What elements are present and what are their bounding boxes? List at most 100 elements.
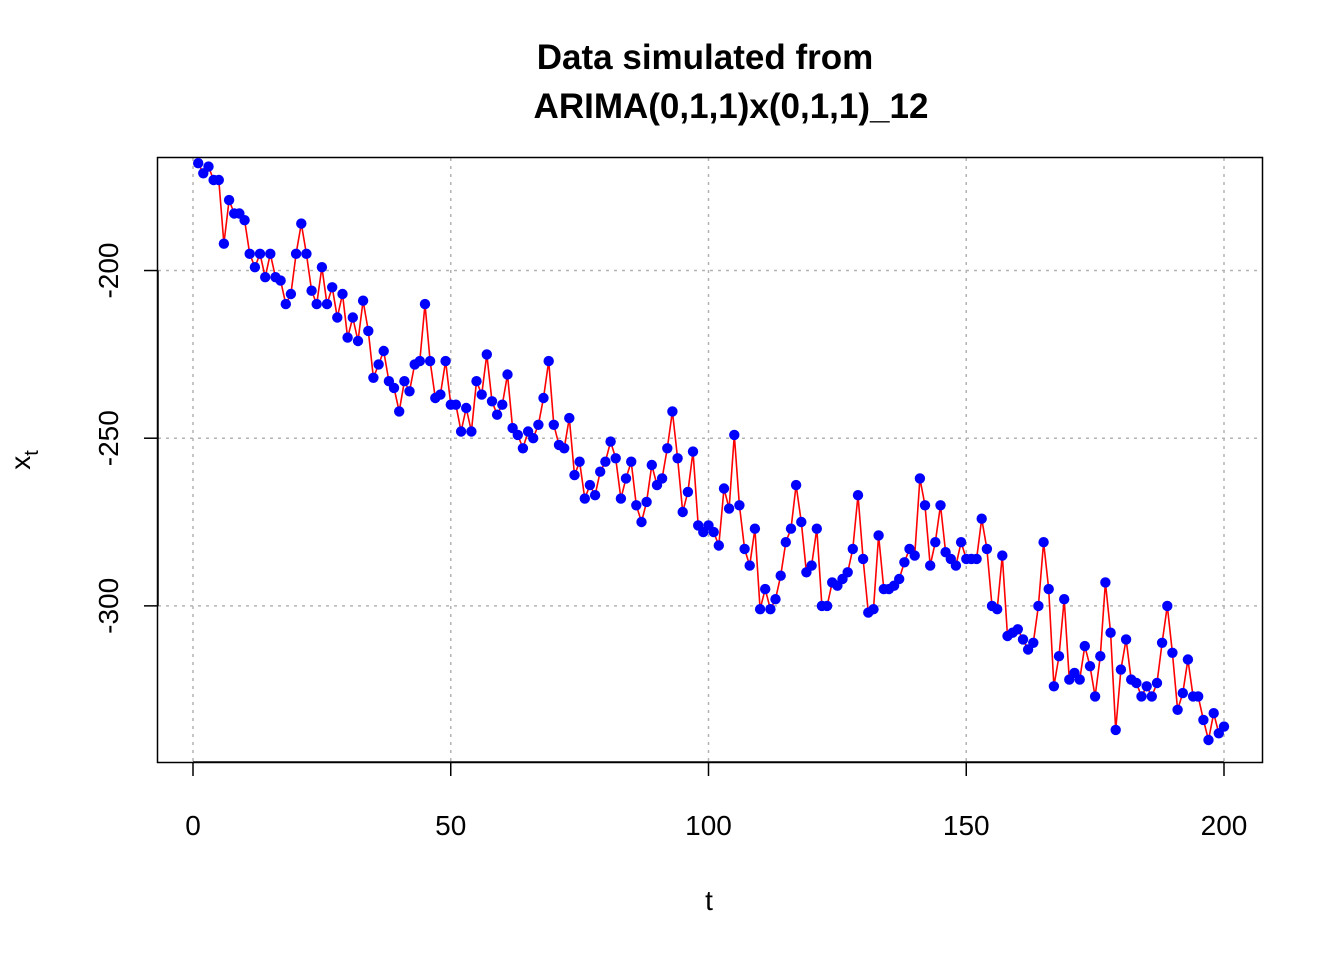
data-point [1156, 637, 1168, 648]
data-point [512, 429, 523, 441]
data-point [373, 359, 384, 370]
data-point [620, 473, 632, 484]
data-point [502, 369, 513, 380]
data-point [347, 312, 358, 323]
data-point [1136, 691, 1147, 702]
data-point [363, 325, 374, 337]
y-tick-label: -300 [93, 578, 124, 634]
data-point [997, 550, 1008, 561]
data-point [925, 560, 936, 571]
data-point [517, 443, 529, 454]
data-point [218, 238, 230, 249]
data-point [306, 285, 317, 296]
data-point [1053, 651, 1065, 662]
data-point [332, 312, 343, 323]
data-point [1089, 691, 1101, 702]
chart-title-line2: ARIMA(0,1,1)x(0,1,1)_12 [534, 87, 929, 126]
data-point [471, 376, 482, 387]
data-point [538, 392, 549, 404]
data-point [662, 443, 673, 454]
data-point [811, 523, 822, 534]
data-point [327, 282, 338, 293]
data-point [1208, 708, 1219, 719]
data-point [868, 604, 879, 615]
data-point [368, 372, 379, 383]
data-point [1151, 677, 1163, 689]
data-point [260, 272, 271, 283]
data-point [667, 406, 678, 417]
data-point [1182, 654, 1194, 665]
data-point [760, 583, 771, 595]
data-point [357, 295, 369, 306]
data-point [992, 604, 1003, 615]
data-point [626, 456, 637, 467]
data-point [296, 218, 307, 229]
series-line-path [197, 162, 1225, 741]
data-point [280, 298, 291, 310]
data-point [213, 174, 224, 186]
data-point [1198, 714, 1209, 726]
x-tick-label: 200 [1201, 810, 1248, 841]
data-point [950, 560, 962, 571]
data-point [935, 500, 946, 511]
x-axis-label: t [705, 885, 713, 916]
data-point [543, 355, 554, 367]
data-point [1033, 600, 1044, 612]
data-point [899, 557, 910, 568]
data-point [239, 215, 250, 226]
data-point [894, 573, 905, 585]
y-tick-label: -250 [93, 410, 124, 466]
data-point [1100, 577, 1111, 588]
data-point [682, 486, 694, 498]
y-axis-label: xt [5, 450, 43, 470]
data-point [656, 473, 668, 484]
data-point [955, 537, 967, 548]
data-point [1028, 637, 1039, 648]
data-point [481, 349, 492, 360]
data-point [873, 530, 884, 541]
data-point [672, 453, 683, 464]
data-point [399, 376, 410, 387]
data-point [914, 473, 926, 484]
data-point [337, 288, 348, 300]
data-point [461, 402, 472, 414]
data-point [589, 490, 601, 501]
data-point [497, 399, 508, 410]
data-point [749, 523, 761, 534]
data-point [790, 479, 802, 491]
data-point [605, 436, 616, 447]
data-point [491, 409, 503, 420]
data-point [687, 446, 699, 457]
data-point [1203, 734, 1214, 746]
data-point [285, 288, 297, 300]
data-point [847, 543, 858, 555]
data-point [1074, 674, 1085, 685]
data-point [780, 537, 791, 548]
data-point [723, 503, 735, 514]
data-point [770, 594, 781, 605]
data-point [450, 399, 462, 410]
data-point [796, 516, 807, 528]
data-point [419, 298, 431, 310]
data-point [842, 567, 853, 578]
grid [158, 158, 1262, 762]
data-point [1084, 661, 1096, 672]
data-point [579, 493, 590, 504]
data-point [1095, 651, 1106, 662]
data-point [821, 600, 833, 612]
data-point [528, 433, 539, 444]
data-point [1105, 627, 1116, 638]
data-point [378, 345, 389, 357]
data-point [321, 298, 333, 310]
data-point [1115, 664, 1127, 675]
data-point [455, 426, 467, 437]
data-point [1048, 681, 1060, 692]
data-point [971, 553, 982, 565]
x-tick-label: 150 [943, 810, 990, 841]
data-point [1120, 634, 1132, 645]
data-point [1012, 624, 1023, 635]
data-point [646, 459, 657, 471]
data-point [718, 483, 730, 494]
data-point [1038, 537, 1049, 548]
